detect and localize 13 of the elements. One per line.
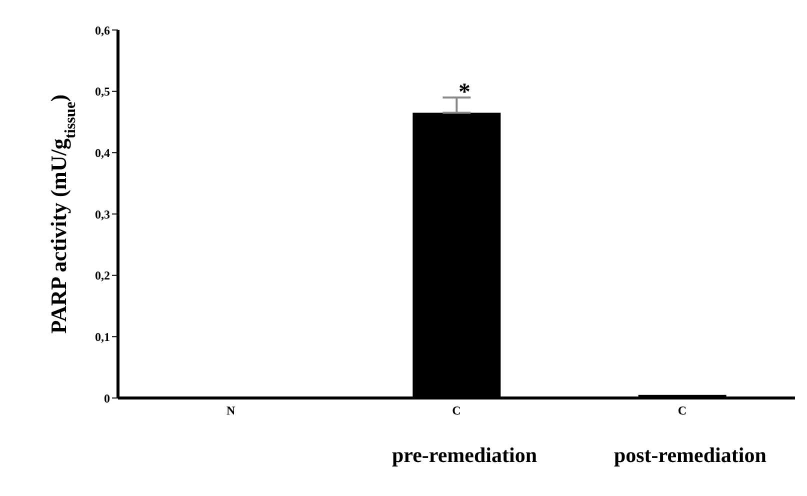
y-tick-label: 0,2	[95, 268, 110, 283]
y-tick-label: 0,4	[95, 146, 110, 160]
y-tick-label: 0	[104, 391, 110, 406]
y-tick-label: 0,3	[95, 207, 110, 222]
y-tick-label: 0,6	[95, 23, 110, 38]
y-tick-label: 0,5	[95, 84, 110, 99]
x-tick-label: N	[226, 404, 236, 418]
text: post-remediation	[614, 443, 767, 467]
x-tick-label: C	[452, 404, 461, 418]
x-tick-label: C	[678, 404, 687, 418]
annotation: *	[458, 79, 470, 106]
text: pre-remediation	[392, 443, 538, 467]
y-tick-label: 0,1	[95, 330, 110, 344]
